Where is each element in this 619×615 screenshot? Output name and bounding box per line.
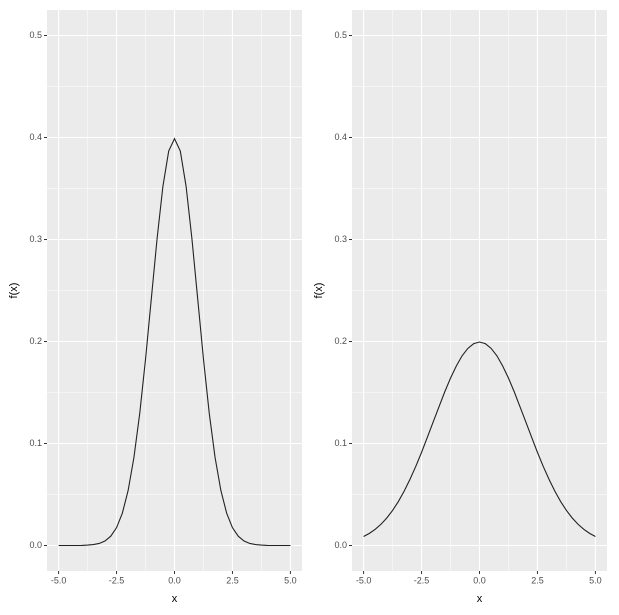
density-line: [363, 341, 596, 538]
y-tick-label: 0.2: [334, 336, 347, 346]
x-axis-title: x: [477, 593, 483, 605]
y-tick-label: 0.5: [334, 30, 347, 40]
x-tick-label: -2.5: [414, 575, 430, 585]
x-tick-label: 5.0: [589, 575, 602, 585]
x-tick-label: 0.0: [473, 575, 486, 585]
y-tick-label: 0.4: [29, 132, 42, 142]
y-tick-label: 0.0: [334, 540, 347, 550]
x-axis-title: x: [172, 593, 178, 605]
y-axis-title: f(x): [8, 283, 20, 299]
y-tick-label: 0.3: [29, 234, 42, 244]
y-axis-title: f(x): [313, 283, 325, 299]
y-tick-label: 0.4: [334, 132, 347, 142]
x-tick-label: 2.5: [531, 575, 544, 585]
x-tick-label: 5.0: [284, 575, 297, 585]
x-tick-label: -5.0: [356, 575, 372, 585]
y-tick-label: 0.3: [334, 234, 347, 244]
x-tick-label: 2.5: [226, 575, 239, 585]
y-tick-label: 0.1: [334, 438, 347, 448]
y-tick-label: 0.5: [29, 30, 42, 40]
x-tick-label: 0.0: [168, 575, 181, 585]
y-tick-label: 0.1: [29, 438, 42, 448]
x-tick-label: -5.0: [51, 575, 67, 585]
y-tick-label: 0.2: [29, 336, 42, 346]
density-line: [58, 137, 291, 547]
y-tick-label: 0.0: [29, 540, 42, 550]
x-tick-label: -2.5: [109, 575, 125, 585]
